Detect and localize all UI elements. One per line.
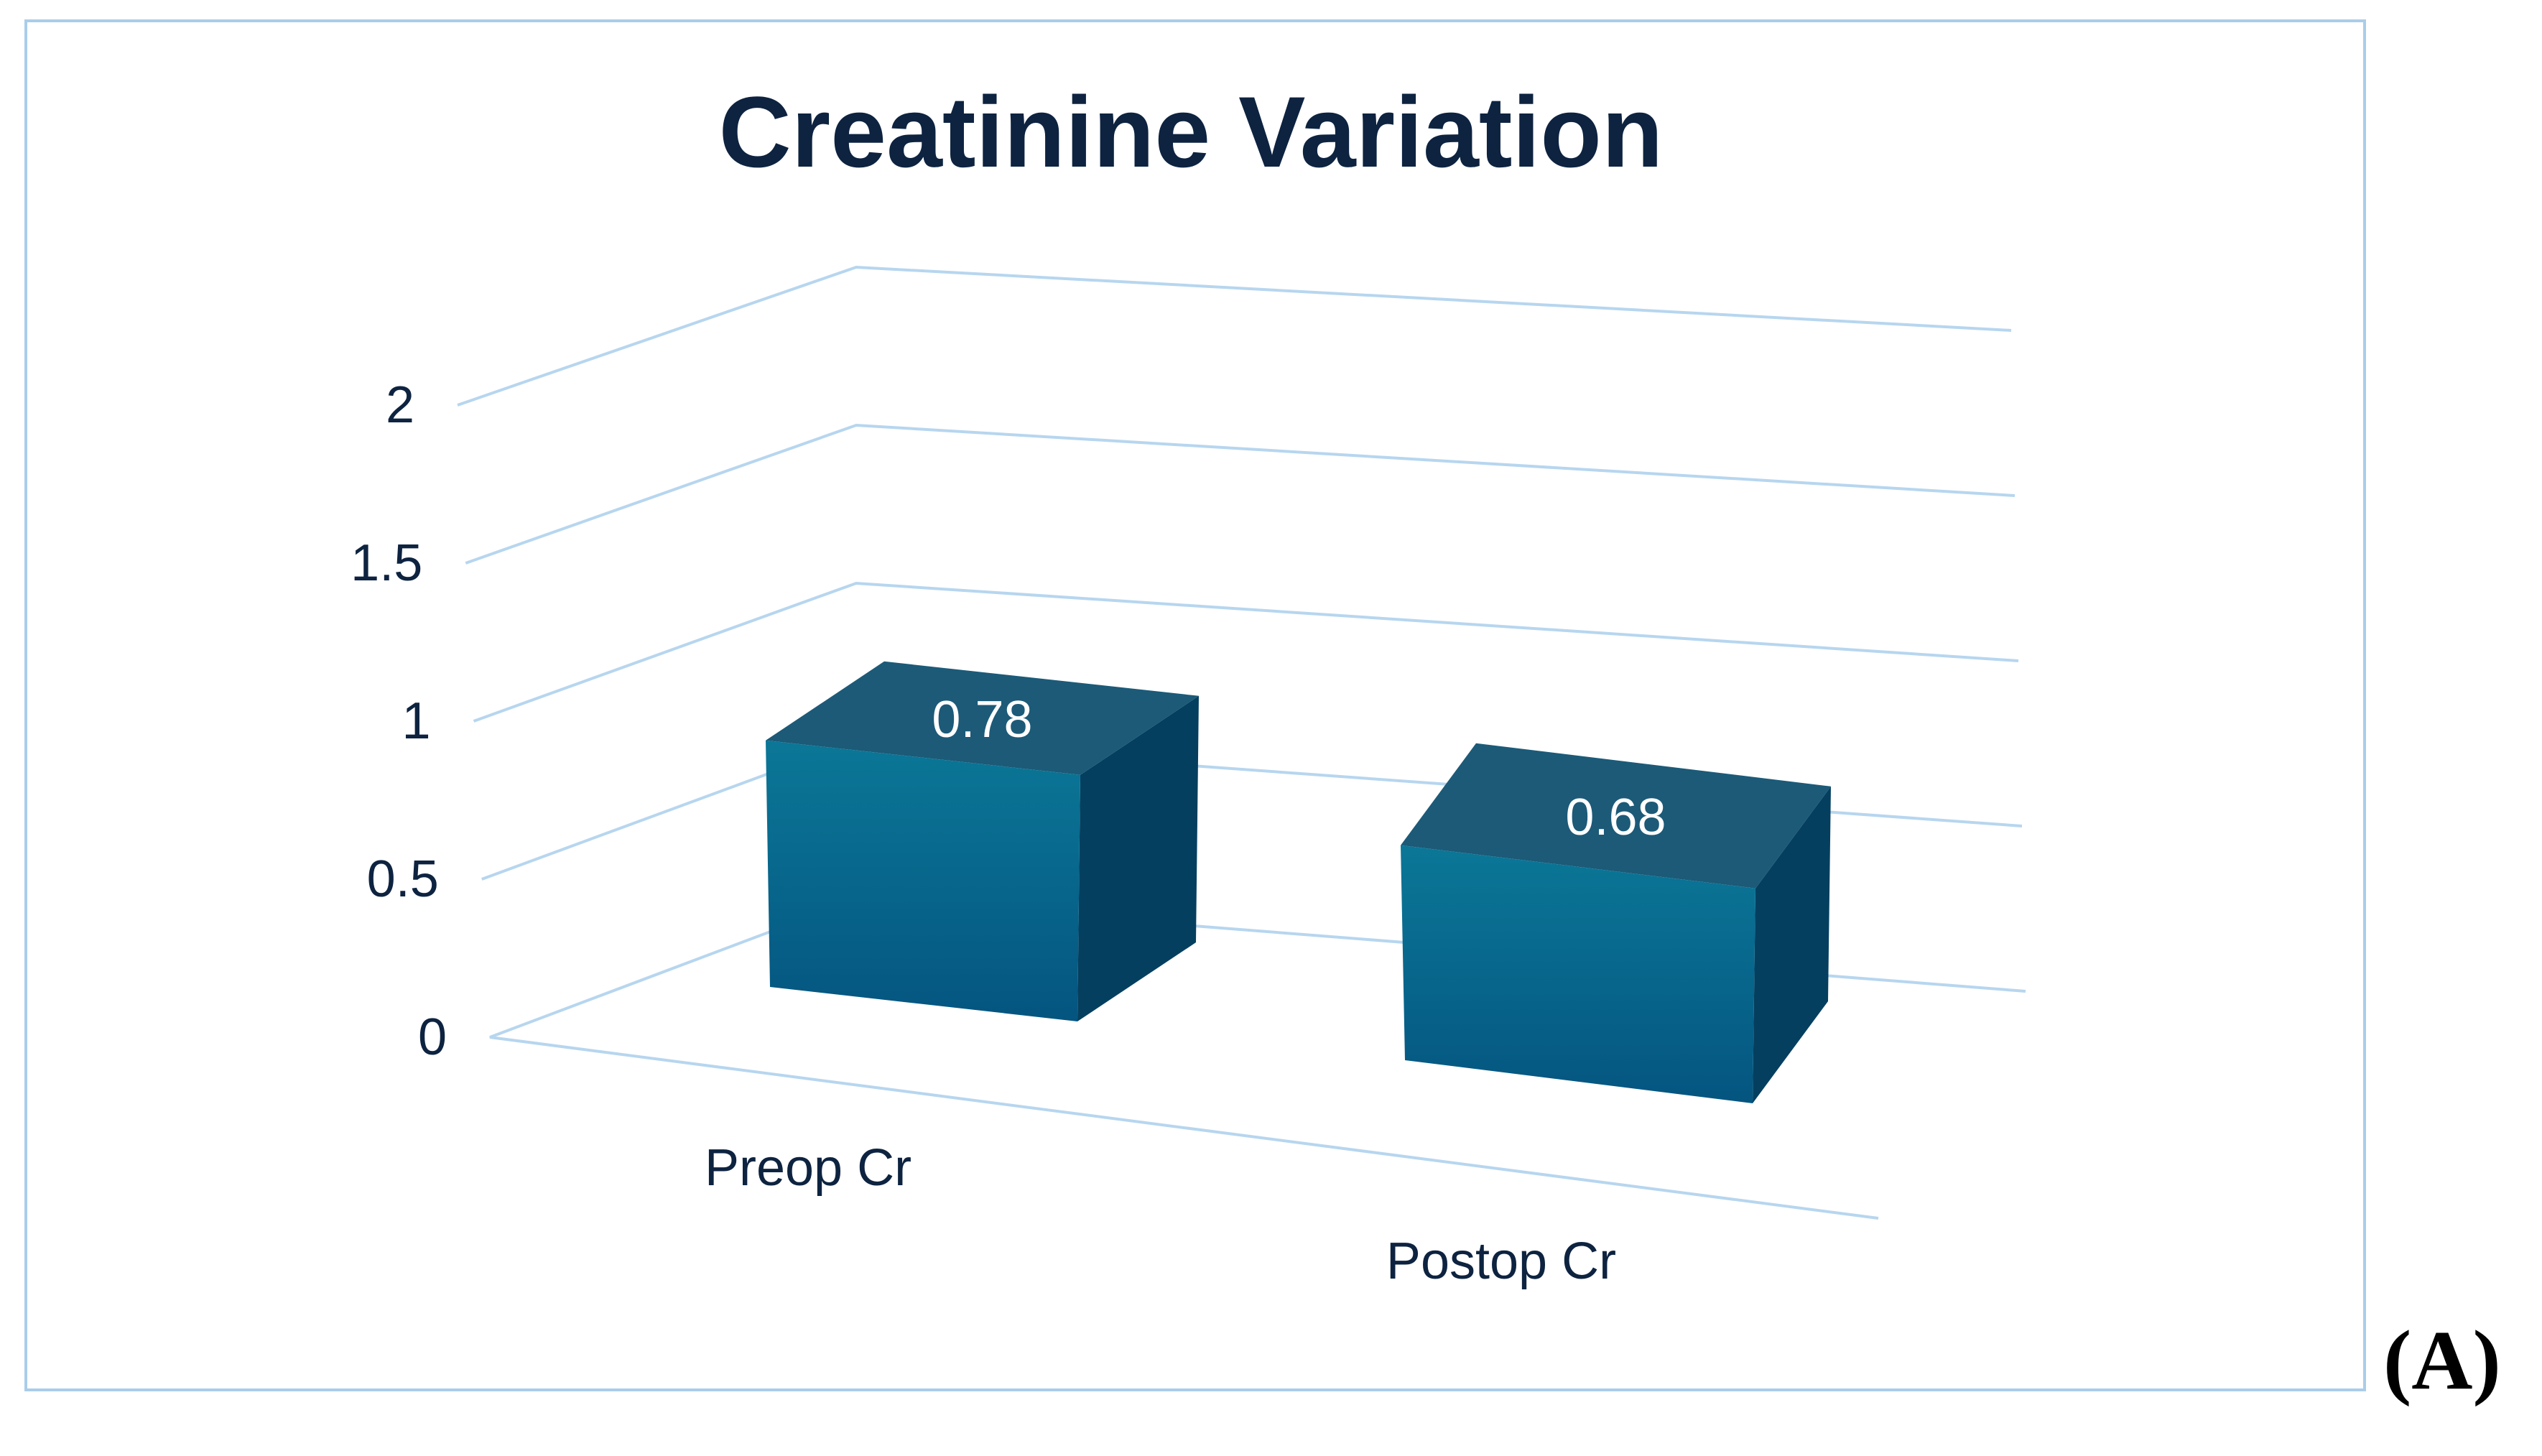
y-tick-label: 1.5 [351, 534, 422, 592]
y-axis-tick-labels: 0 0.5 1 1.5 2 [351, 376, 447, 1066]
bar-preop-cr-top [766, 661, 1199, 775]
x-category-label: Preop Cr [705, 1139, 911, 1197]
bar-postop-cr-front [1401, 845, 1755, 1103]
chart-title: Creatinine Variation [719, 75, 1664, 188]
bar-postop-cr: 0.68 [1401, 743, 1831, 1103]
bar-preop-cr-front [766, 740, 1080, 1021]
x-category-label: Postop Cr [1386, 1233, 1616, 1290]
bar-preop-cr: 0.78 [766, 661, 1199, 1021]
bar-preop-cr-side [1077, 695, 1199, 1021]
data-label: 0.68 [1565, 789, 1666, 846]
gridline-1 [473, 581, 2019, 723]
gridlines [457, 265, 2026, 1220]
bar-postop-cr-top [1401, 743, 1831, 889]
panel-label: (A) [2383, 1313, 2501, 1407]
x-axis-category-labels: Preop Cr Postop Cr [705, 1139, 1616, 1290]
y-tick-label: 0.5 [367, 850, 439, 908]
gridline-2 [457, 265, 2012, 407]
gridline-1-5 [465, 423, 2015, 565]
y-tick-label: 1 [402, 692, 430, 750]
y-tick-label: 2 [386, 376, 414, 434]
bars: 0.78 0.68 [766, 661, 1831, 1103]
data-label: 0.78 [932, 691, 1032, 748]
bar-postop-cr-side [1753, 786, 1831, 1103]
y-tick-label: 0 [418, 1008, 447, 1066]
